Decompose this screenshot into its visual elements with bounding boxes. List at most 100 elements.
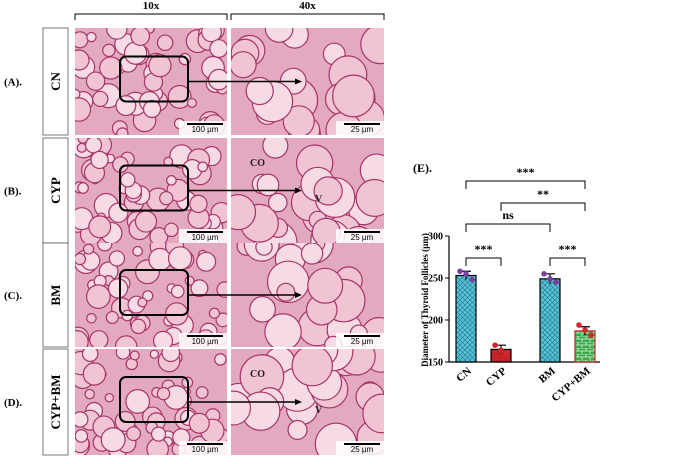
- row-letter: (A).: [4, 77, 22, 89]
- data-point: [582, 327, 588, 333]
- follicle: [159, 191, 174, 206]
- follicle: [102, 43, 116, 58]
- column-label: 10x: [143, 0, 160, 12]
- follicle: [86, 313, 97, 324]
- data-point: [498, 347, 504, 354]
- column-brace: [74, 13, 228, 20]
- scale-label: 25 µm: [351, 125, 374, 134]
- micrograph: 100 µm: [75, 138, 227, 243]
- follicle: [129, 350, 140, 361]
- follicle: [149, 227, 169, 243]
- follicle: [130, 318, 147, 335]
- follicle: [362, 393, 384, 434]
- group-box: [42, 348, 69, 456]
- data-point: [504, 350, 510, 357]
- follicle: [209, 39, 227, 58]
- follicle: [106, 28, 128, 40]
- follicle: [249, 295, 276, 323]
- follicle: [184, 275, 195, 286]
- inset-box: [119, 55, 189, 103]
- follicle: [75, 411, 89, 428]
- significance-bracket: [465, 257, 502, 266]
- scale-label: 25 µm: [351, 337, 374, 346]
- follicle: [156, 34, 174, 52]
- follicle: [82, 243, 95, 255]
- follicle: [256, 173, 280, 197]
- follicle: [165, 302, 189, 326]
- follicle: [76, 142, 87, 153]
- follicle: [245, 76, 274, 106]
- scale-label: 25 µm: [351, 445, 374, 454]
- annotation: V: [315, 405, 323, 416]
- follicle: [201, 28, 222, 43]
- data-point: [541, 271, 547, 277]
- follicle: [255, 243, 273, 256]
- follicle: [264, 313, 302, 347]
- significance-label: ns: [502, 208, 514, 222]
- group-box: [42, 27, 69, 136]
- annotation: V: [315, 194, 323, 205]
- follicle: [276, 282, 296, 302]
- row-letter: (D).: [4, 397, 22, 409]
- micrograph: 100 µm: [75, 243, 227, 347]
- follicle: [313, 176, 343, 206]
- arrow-head: [295, 292, 302, 298]
- data-point: [457, 268, 463, 275]
- micrograph: 25 µm: [231, 243, 384, 347]
- follicle: [75, 330, 89, 347]
- scale-label: 100 µm: [192, 125, 219, 134]
- data-point: [588, 332, 594, 338]
- column-label: 40x: [299, 0, 316, 12]
- follicle: [115, 95, 137, 117]
- inset-box: [119, 164, 189, 212]
- group-label: CYP+BM: [48, 374, 63, 429]
- y-tick-label: 150: [428, 358, 443, 369]
- follicle: [100, 427, 126, 453]
- significance-label: **: [537, 187, 549, 201]
- follicle: [75, 429, 89, 443]
- follicle: [132, 245, 143, 257]
- inset-box: [119, 376, 189, 423]
- annotation: CO: [250, 369, 265, 380]
- data-point: [469, 276, 475, 283]
- follicle: [108, 202, 129, 223]
- group-label: CN: [48, 72, 63, 91]
- follicle: [137, 297, 148, 308]
- follicle: [196, 251, 217, 272]
- follicle: [188, 412, 210, 434]
- scale-label: 100 µm: [192, 233, 219, 242]
- data-point: [553, 279, 559, 286]
- follicle: [75, 31, 89, 49]
- follicle: [152, 330, 174, 347]
- follicle: [231, 390, 252, 426]
- follicle: [75, 97, 92, 122]
- significance-label: ***: [559, 242, 577, 256]
- follicle: [120, 172, 136, 188]
- group-box: [42, 242, 69, 348]
- annotation: CO: [250, 158, 265, 169]
- significance-label: ***: [475, 242, 493, 256]
- follicle: [107, 278, 129, 299]
- bar: [455, 274, 477, 363]
- follicle: [82, 362, 107, 386]
- follicle: [164, 222, 179, 238]
- follicle: [88, 215, 112, 239]
- significance-bracket: [549, 257, 586, 266]
- follicle: [166, 175, 177, 186]
- bar: [539, 278, 561, 363]
- follicle: [108, 250, 126, 267]
- follicle: [84, 388, 95, 400]
- follicle: [125, 389, 151, 414]
- follicle: [208, 307, 221, 319]
- micrograph: 25 µm: [231, 138, 384, 243]
- follicle: [142, 290, 154, 302]
- follicle: [105, 310, 119, 325]
- data-point: [576, 322, 582, 328]
- significance-bracket: [465, 180, 586, 189]
- follicle: [161, 349, 181, 363]
- x-tick-label: CN: [454, 365, 474, 384]
- follicle: [85, 71, 106, 91]
- follicle: [86, 31, 97, 43]
- follicle: [77, 138, 89, 144]
- follicle: [170, 284, 185, 299]
